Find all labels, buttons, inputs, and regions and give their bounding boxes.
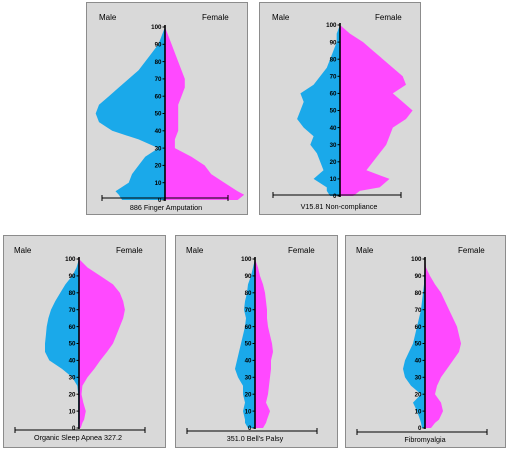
legend-female-label: Female bbox=[288, 246, 315, 255]
y-tick-label: 50 bbox=[155, 111, 162, 118]
chart-panel-2: 0 10 20 30 40 50 60 70 80 90 100 Male Female V15.81 N… bbox=[259, 2, 421, 215]
y-tick-label: 50 bbox=[330, 108, 337, 115]
y-tick-label: 100 bbox=[326, 22, 337, 29]
chart-title: V15.81 Non-compliance bbox=[301, 202, 378, 211]
y-tick-label: 90 bbox=[155, 42, 162, 49]
male-distribution-area bbox=[403, 259, 425, 428]
chart-title: Organic Sleep Apnea 327.2 bbox=[34, 433, 122, 442]
chart-panel-5: 0 10 20 30 40 50 60 70 80 90 100 Male Female Fibromya… bbox=[345, 235, 506, 448]
y-tick-label: 40 bbox=[415, 358, 422, 365]
y-tick-label: 60 bbox=[155, 93, 162, 100]
y-tick-label: 70 bbox=[69, 307, 76, 314]
y-tick-label: 0 bbox=[418, 425, 422, 432]
y-tick-label: 80 bbox=[155, 59, 162, 66]
y-tick-label: 20 bbox=[330, 159, 337, 166]
y-tick-label: 30 bbox=[69, 375, 76, 382]
chart-title: 351.0 Bell's Palsy bbox=[227, 434, 284, 443]
y-tick-label: 50 bbox=[415, 341, 422, 348]
female-distribution-area bbox=[425, 259, 461, 428]
y-tick-label: 10 bbox=[415, 408, 422, 415]
y-tick-label: 20 bbox=[415, 391, 422, 398]
legend-female-label: Female bbox=[375, 13, 402, 22]
female-distribution-area bbox=[340, 25, 413, 196]
chart-title: Fibromyalgia bbox=[404, 435, 445, 444]
female-distribution-area bbox=[79, 259, 125, 428]
legend-male-label: Male bbox=[14, 246, 32, 255]
y-tick-label: 10 bbox=[69, 408, 76, 415]
legend-female-label: Female bbox=[458, 246, 485, 255]
legend-female-label: Female bbox=[202, 13, 229, 22]
y-tick-label: 90 bbox=[330, 39, 337, 46]
y-tick-label: 20 bbox=[69, 391, 76, 398]
y-tick-label: 10 bbox=[155, 180, 162, 187]
chart-panel-4: 0 10 20 30 40 50 60 70 80 90 100 Male Female 351.0 Be… bbox=[175, 235, 338, 448]
y-tick-label: 70 bbox=[415, 307, 422, 314]
y-tick-label: 70 bbox=[155, 76, 162, 83]
y-tick-label: 90 bbox=[245, 273, 252, 280]
y-tick-label: 60 bbox=[415, 324, 422, 331]
y-tick-label: 80 bbox=[330, 56, 337, 63]
y-tick-label: 10 bbox=[330, 176, 337, 183]
y-tick-label: 100 bbox=[411, 256, 422, 263]
y-tick-label: 40 bbox=[330, 125, 337, 132]
male-distribution-area bbox=[45, 259, 79, 428]
y-tick-label: 100 bbox=[65, 256, 76, 263]
chart-title: 886 Finger Amputation bbox=[130, 203, 202, 212]
y-tick-label: 0 bbox=[158, 197, 162, 204]
y-tick-label: 0 bbox=[333, 193, 337, 200]
y-tick-label: 40 bbox=[69, 358, 76, 365]
y-tick-label: 30 bbox=[155, 145, 162, 152]
y-tick-label: 70 bbox=[330, 74, 337, 81]
y-tick-label: 60 bbox=[330, 91, 337, 98]
y-tick-label: 40 bbox=[155, 128, 162, 135]
male-distribution-area bbox=[297, 25, 340, 196]
y-tick-label: 80 bbox=[415, 290, 422, 297]
y-tick-label: 0 bbox=[72, 425, 76, 432]
female-distribution-area bbox=[255, 259, 273, 428]
y-tick-label: 0 bbox=[248, 425, 252, 432]
y-tick-label: 50 bbox=[69, 341, 76, 348]
y-tick-label: 30 bbox=[415, 375, 422, 382]
y-tick-label: 30 bbox=[330, 142, 337, 149]
legend-male-label: Male bbox=[99, 13, 117, 22]
y-tick-label: 100 bbox=[241, 256, 252, 263]
chart-panel-3: 0 10 20 30 40 50 60 70 80 90 100 Male Female Organic … bbox=[3, 235, 166, 448]
y-tick-label: 10 bbox=[245, 408, 252, 415]
y-tick-label: 70 bbox=[245, 307, 252, 314]
y-tick-label: 80 bbox=[245, 290, 252, 297]
chart-panel-1: 0 10 20 30 40 50 60 70 80 90 100 Male Female 886 Fing… bbox=[86, 2, 248, 215]
y-tick-label: 50 bbox=[245, 341, 252, 348]
y-tick-label: 100 bbox=[151, 24, 162, 31]
y-tick-label: 60 bbox=[245, 324, 252, 331]
legend-male-label: Male bbox=[272, 13, 290, 22]
y-tick-label: 20 bbox=[155, 163, 162, 170]
y-tick-label: 90 bbox=[69, 273, 76, 280]
male-distribution-area bbox=[95, 27, 165, 200]
y-tick-label: 60 bbox=[69, 324, 76, 331]
y-tick-label: 40 bbox=[245, 358, 252, 365]
male-distribution-area bbox=[235, 259, 255, 428]
y-tick-label: 90 bbox=[415, 273, 422, 280]
y-tick-label: 80 bbox=[69, 290, 76, 297]
legend-male-label: Male bbox=[356, 246, 374, 255]
y-tick-label: 30 bbox=[245, 375, 252, 382]
legend-male-label: Male bbox=[186, 246, 204, 255]
legend-female-label: Female bbox=[116, 246, 143, 255]
female-distribution-area bbox=[165, 27, 245, 200]
y-tick-label: 20 bbox=[245, 391, 252, 398]
